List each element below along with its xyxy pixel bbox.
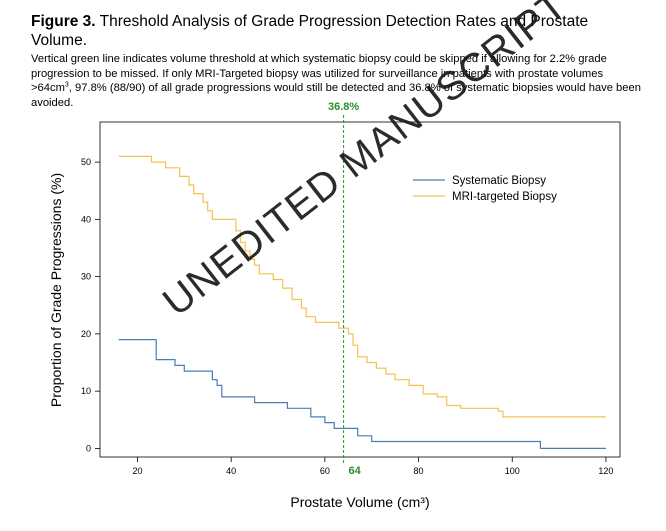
x-axis-title: Prostate Volume (cm³) — [290, 494, 429, 510]
y-tick-label: 20 — [81, 329, 91, 339]
figure-title: Figure 3. Threshold Analysis of Grade Pr… — [31, 12, 641, 50]
mri-targeted-biopsy-line — [118, 155, 606, 418]
y-tick-label: 0 — [86, 443, 91, 453]
y-tick-label: 30 — [81, 272, 91, 282]
figure-label: Figure 3. — [31, 13, 96, 30]
threshold-percentage-label: 36.8% — [328, 101, 359, 113]
x-tick-label: 120 — [598, 466, 613, 476]
figure-caption: Figure 3. Threshold Analysis of Grade Pr… — [31, 12, 641, 110]
series-lines — [118, 155, 606, 449]
systematic-biopsy-line — [118, 339, 606, 449]
x-tick-label: 20 — [132, 466, 142, 476]
legend-label: Systematic Biopsy — [452, 175, 546, 187]
x-axis-ticks: 20 40 60 80 100 120 — [132, 457, 613, 476]
figure-description: Vertical green line indicates volume thr… — [31, 52, 641, 110]
x-tick-label: 40 — [226, 466, 236, 476]
y-axis-title: Proportion of Grade Progressions (%) — [48, 173, 64, 407]
y-tick-label: 40 — [81, 214, 91, 224]
y-tick-label: 10 — [81, 386, 91, 396]
threshold-x-label: 64 — [348, 465, 361, 477]
figure-description-part2: , 97.8% (88/90) of all grade progression… — [31, 82, 641, 109]
y-tick-label: 50 — [81, 157, 91, 167]
x-tick-label: 100 — [505, 466, 520, 476]
figure-title-text: Threshold Analysis of Grade Progression … — [31, 13, 589, 49]
x-tick-label: 60 — [320, 466, 330, 476]
legend-label: MRI-targeted Biopsy — [452, 191, 557, 203]
plot-frame — [99, 121, 621, 458]
figure-description-superscript: 3 — [64, 81, 69, 89]
y-axis-ticks: 0 10 20 30 40 50 — [81, 157, 100, 453]
figure-description-part1: Vertical green line indicates volume thr… — [31, 53, 607, 95]
x-tick-label: 80 — [414, 466, 424, 476]
chart-legend: Systematic Biopsy MRI-targeted Biopsy — [413, 175, 557, 203]
